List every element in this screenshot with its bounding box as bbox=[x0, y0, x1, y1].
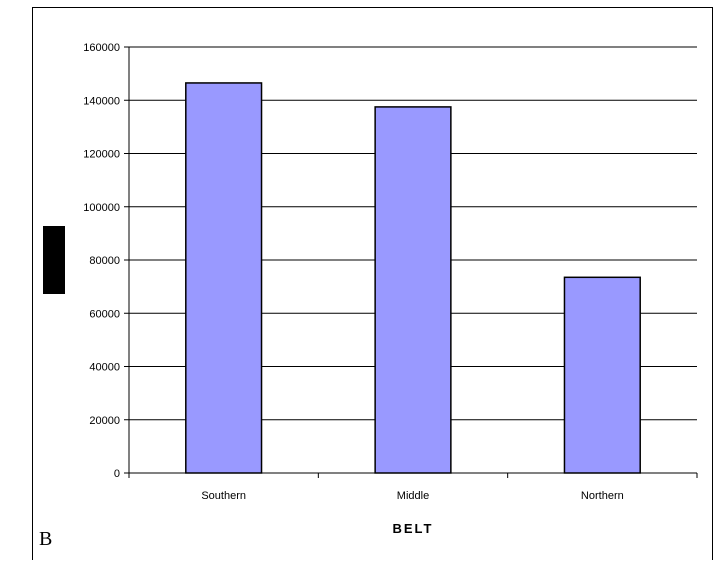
y-tick-label: 100000 bbox=[83, 202, 120, 214]
y-ticks: 0 20000 40000 60000 80000 100000 120000 140000 1… bbox=[83, 42, 129, 480]
x-axis-label: BELT bbox=[393, 521, 434, 536]
x-tick-label: Southern bbox=[201, 490, 246, 502]
y-tick-label: 0 bbox=[114, 468, 120, 480]
y-tick-label: 20000 bbox=[89, 415, 120, 427]
bars bbox=[185, 82, 641, 474]
x-tick-label: Middle bbox=[397, 490, 429, 502]
bar-middle bbox=[374, 106, 452, 474]
panel-label: B bbox=[39, 528, 53, 550]
y-axis-label-redacted bbox=[43, 226, 65, 294]
x-tick-label: Northern bbox=[581, 490, 624, 502]
y-tick-label: 140000 bbox=[83, 95, 120, 107]
y-tick-label: 80000 bbox=[89, 255, 120, 267]
bar-southern bbox=[185, 82, 263, 474]
bar-northern bbox=[563, 276, 641, 474]
y-tick-label: 120000 bbox=[83, 149, 120, 161]
x-ticks: Southern Middle Northern bbox=[128, 473, 698, 502]
y-tick-label: 40000 bbox=[89, 362, 120, 374]
y-tick-label: 160000 bbox=[83, 42, 120, 54]
y-tick-label: 60000 bbox=[89, 308, 120, 320]
